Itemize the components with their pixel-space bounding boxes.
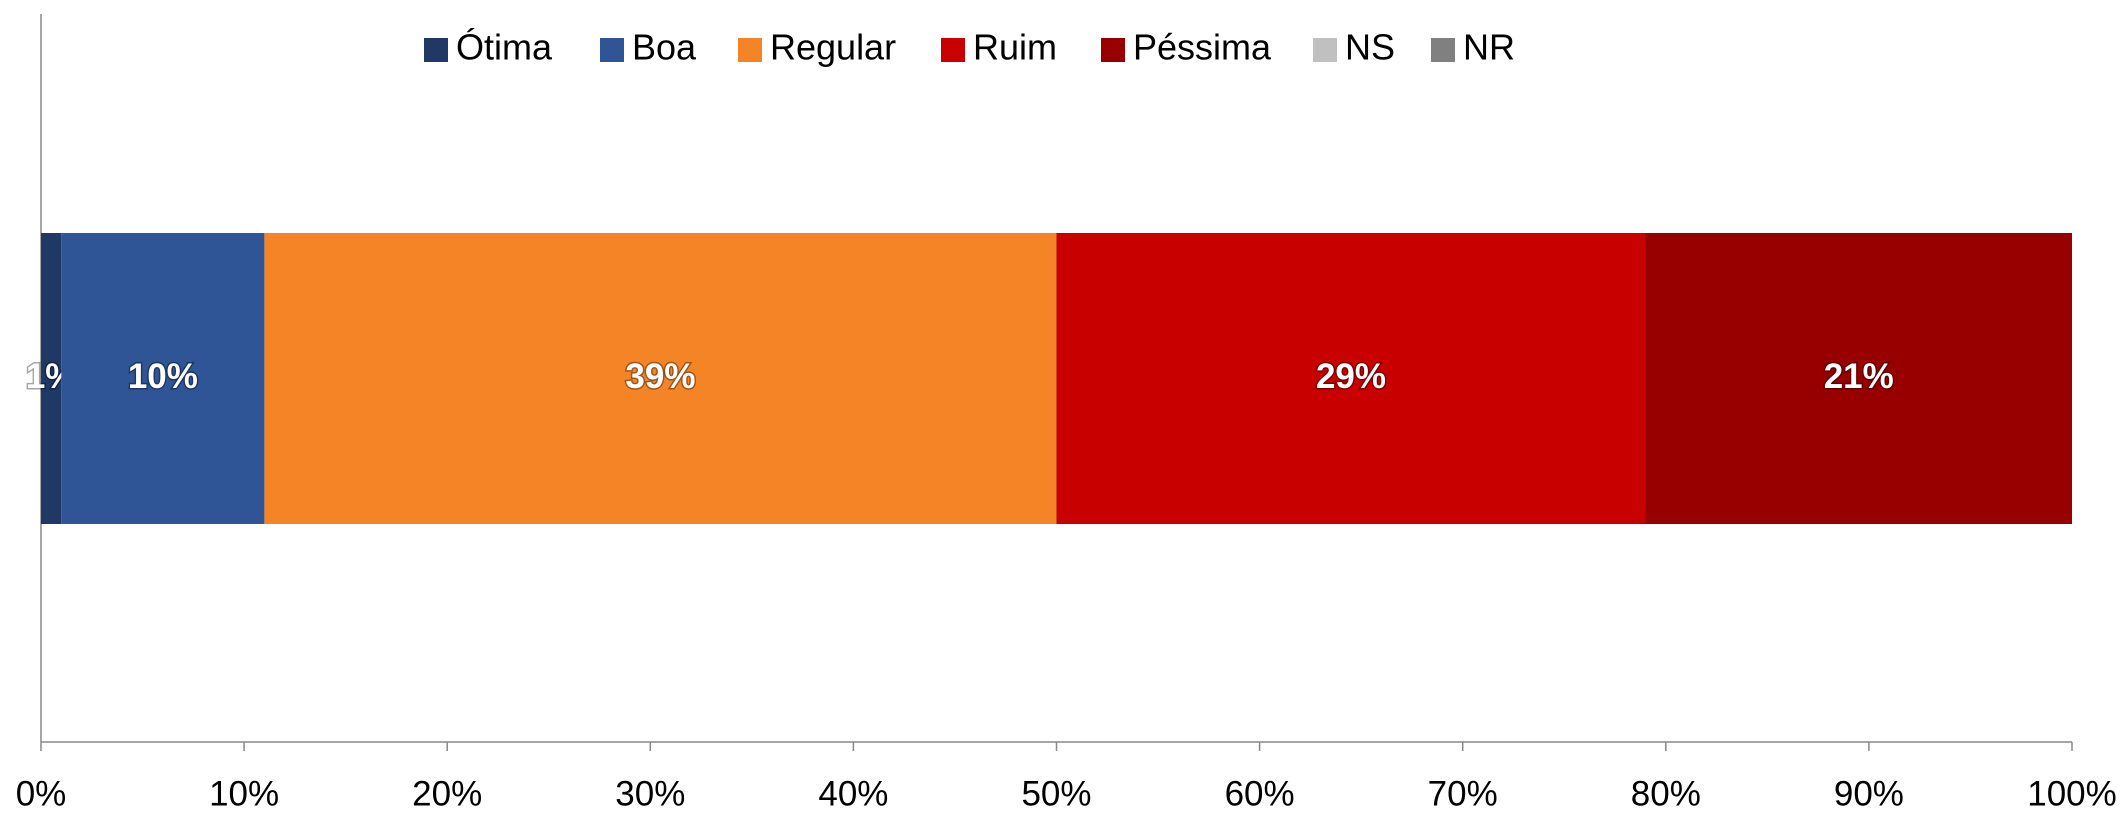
x-tick-label: 60%	[1225, 774, 1295, 813]
data-label: 10%	[128, 357, 198, 396]
x-tick-label: 70%	[1428, 774, 1498, 813]
legend-swatch	[600, 38, 624, 62]
bar-segment	[1645, 233, 2072, 524]
x-tick-label: 90%	[1834, 774, 1904, 813]
bar-segment	[264, 233, 1057, 524]
x-tick-label: 40%	[818, 774, 888, 813]
data-label: 39%	[625, 357, 695, 396]
x-tick-label: 80%	[1631, 774, 1701, 813]
x-tick-label: 30%	[615, 774, 685, 813]
legend-label: Ótima	[456, 27, 553, 68]
x-tick-label: 100%	[2027, 774, 2117, 813]
legend-label: NR	[1463, 27, 1515, 68]
legend-label: NS	[1345, 27, 1395, 68]
legend-label: Boa	[632, 27, 697, 68]
legend-label: Ruim	[973, 27, 1057, 68]
legend-swatch	[738, 38, 762, 62]
legend-swatch	[424, 38, 448, 62]
legend-label: Péssima	[1133, 27, 1272, 68]
bar-segment	[61, 233, 265, 524]
bar-segment	[41, 233, 62, 524]
x-tick-label: 20%	[412, 774, 482, 813]
legend-swatch	[941, 38, 965, 62]
bar-segment	[1056, 233, 1646, 524]
x-tick-label: 50%	[1021, 774, 1091, 813]
data-label: 29%	[1316, 357, 1386, 396]
legend-swatch	[1101, 38, 1125, 62]
x-tick-label: 0%	[16, 774, 67, 813]
x-tick-label: 10%	[209, 774, 279, 813]
legend-label: Regular	[770, 27, 896, 68]
data-label: 21%	[1824, 357, 1894, 396]
legend-swatch	[1313, 38, 1337, 62]
legend-swatch	[1431, 38, 1455, 62]
